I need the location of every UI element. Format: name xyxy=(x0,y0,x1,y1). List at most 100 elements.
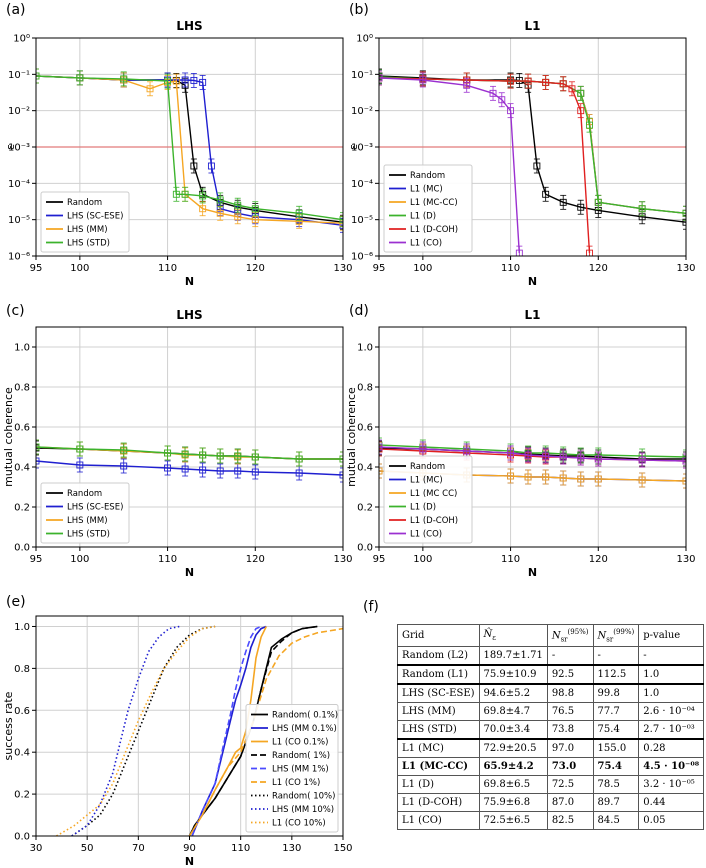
x-tick-label: 120 xyxy=(246,263,265,274)
legend-box xyxy=(383,455,473,544)
y-tick-label: 10⁻⁴ xyxy=(8,179,30,190)
y-tick-label: 10⁻⁶ xyxy=(8,252,30,263)
x-tick-label: 130 xyxy=(333,263,352,274)
table-cell: 0.28 xyxy=(638,738,705,759)
legend-label: L1 (CO 1%) xyxy=(272,778,320,788)
x-tick-label: 100 xyxy=(413,263,432,274)
x-tick-label: 95 xyxy=(30,554,43,565)
table-cell: L1 (MC-CC) xyxy=(397,757,480,777)
data-point xyxy=(339,219,343,227)
y-tick-label: 1.0 xyxy=(14,343,30,354)
panel-label: (c) xyxy=(6,303,25,319)
table-cell: 92.5 xyxy=(546,664,594,685)
y-tick-label: 1.0 xyxy=(14,622,30,633)
data-point xyxy=(339,216,343,224)
x-tick-label: 95 xyxy=(373,263,386,274)
legend-label: LHS (MM 0.1%) xyxy=(272,724,337,734)
panel-label: (a) xyxy=(6,2,26,18)
x-tick-label: 120 xyxy=(589,554,608,565)
x-axis-label: N xyxy=(528,275,537,288)
legend-label: Random xyxy=(67,489,102,499)
table-cell: 97.0 xyxy=(546,738,594,759)
y-tick-label: 10⁻⁴ xyxy=(351,179,373,190)
y-tick-label: 10⁻¹ xyxy=(8,70,30,81)
legend-label: L1 (CO 10%) xyxy=(272,819,326,829)
table-cell: 73.0 xyxy=(546,757,594,777)
data-point xyxy=(379,467,383,475)
legend-label: Random xyxy=(67,198,102,208)
chart-panel-b: (b) L1 95 100 110 120 130 10⁻⁶ 10⁻⁵ 10⁻⁴ 10⁻³ 10⁻² 1… xyxy=(347,2,696,288)
legend-label: LHS (STD) xyxy=(67,239,110,249)
table-row: L1 (MC-CC) 65.9±4.2 73.0 75.4 4.5 · 10⁻⁰⁸ xyxy=(397,757,705,777)
table-cell: Random (L2) xyxy=(397,646,480,666)
legend-label: Random( 0.1%) xyxy=(272,711,338,721)
x-axis-label: N xyxy=(185,275,194,288)
table-cell: 2.6 · 10⁻⁰⁴ xyxy=(638,702,705,722)
table-cell: 69.8±4.7 xyxy=(478,702,548,722)
legend-label: L1 (MC) xyxy=(410,476,443,486)
x-tick-label: 110 xyxy=(501,554,520,565)
series-line-2 xyxy=(188,626,268,836)
table-cell: - xyxy=(592,646,640,666)
table-cell: 78.5 xyxy=(592,775,640,795)
data-point xyxy=(682,457,686,465)
y-tick-label: 10⁻⁶ xyxy=(351,252,373,263)
y-axis-label: success rate xyxy=(2,691,15,760)
table-cell: 72.5 xyxy=(546,775,594,795)
table-cell: 1.0 xyxy=(638,664,705,685)
y-tick-label: 0.2 xyxy=(14,790,30,801)
x-tick-label: 130 xyxy=(333,554,352,565)
panel-label: (f) xyxy=(363,599,379,615)
table-row: LHS (MM) 69.8±4.7 76.5 77.7 2.6 · 10⁻⁰⁴ xyxy=(397,702,705,722)
table-cell: 73.8 xyxy=(546,720,594,740)
y-tick-label: 10⁻⁵ xyxy=(8,215,30,226)
data-point xyxy=(339,471,343,479)
x-tick-label: 100 xyxy=(413,554,432,565)
y-tick-label: 0.0 xyxy=(14,832,30,843)
data-point xyxy=(682,453,686,461)
y-tick-label: 0.8 xyxy=(14,383,30,394)
y-tick-label: 0.4 xyxy=(14,463,30,474)
header-nsr95: Nsr(95%) xyxy=(546,623,594,648)
x-tick-label: 130 xyxy=(676,554,695,565)
y-tick-label: 0.0 xyxy=(14,543,30,554)
table-header-row: Grid N̂ε Nsr(95%) Nsr(99%) p-value xyxy=(397,623,705,648)
legend-label: LHS (SC-ESE) xyxy=(67,212,123,222)
y-tick-label: 0.2 xyxy=(14,503,30,514)
legend-label: LHS (MM) xyxy=(67,516,108,526)
results-table: Grid N̂ε Nsr(95%) Nsr(99%) p-value Rando… xyxy=(397,623,705,831)
chart-title: LHS xyxy=(176,19,202,33)
table-cell: 77.7 xyxy=(592,702,640,722)
header-nsr99: Nsr(99%) xyxy=(592,623,640,648)
plot-frame xyxy=(378,326,687,548)
x-axis-label: N xyxy=(185,566,194,579)
table-row: L1 (MC) 72.9±20.5 97.0 155.0 0.28 xyxy=(397,738,705,759)
legend-label: L1 (CO 0.1%) xyxy=(272,738,328,748)
y-axis-label: ε xyxy=(347,144,360,150)
x-tick-label: 110 xyxy=(231,843,250,854)
series-line-3 xyxy=(36,446,343,460)
y-tick-label: 0.6 xyxy=(14,423,30,434)
x-tick-label: 110 xyxy=(158,554,177,565)
table-cell: 189.7±1.71 xyxy=(478,646,548,666)
legend-label: L1 (MC) xyxy=(410,185,443,195)
x-tick-label: 120 xyxy=(246,554,265,565)
series-line-4 xyxy=(379,77,591,254)
y-tick-label: 0.4 xyxy=(357,463,373,474)
table-cell: 75.9±10.9 xyxy=(478,664,548,685)
panel-label: (b) xyxy=(349,2,369,18)
table-cell: 3.2 · 10⁻⁰⁵ xyxy=(638,775,705,795)
chart-title: L1 xyxy=(525,308,541,322)
plot-frame xyxy=(35,326,344,548)
table-cell: 112.5 xyxy=(592,664,640,685)
table-cell: 2.7 · 10⁻⁰³ xyxy=(638,720,705,740)
table-cell: LHS (STD) xyxy=(397,720,480,740)
table-row: Random (L1) 75.9±10.9 92.5 112.5 1.0 xyxy=(397,664,705,685)
table-cell: 82.5 xyxy=(546,811,594,831)
y-tick-label: 0.2 xyxy=(357,503,373,514)
table-cell: L1 (D-COH) xyxy=(397,793,480,813)
table-cell: 94.6±5.2 xyxy=(478,683,548,704)
y-tick-label: 10⁻⁵ xyxy=(351,215,373,226)
table-cell: 65.9±4.2 xyxy=(478,757,548,777)
x-tick-label: 130 xyxy=(282,843,301,854)
